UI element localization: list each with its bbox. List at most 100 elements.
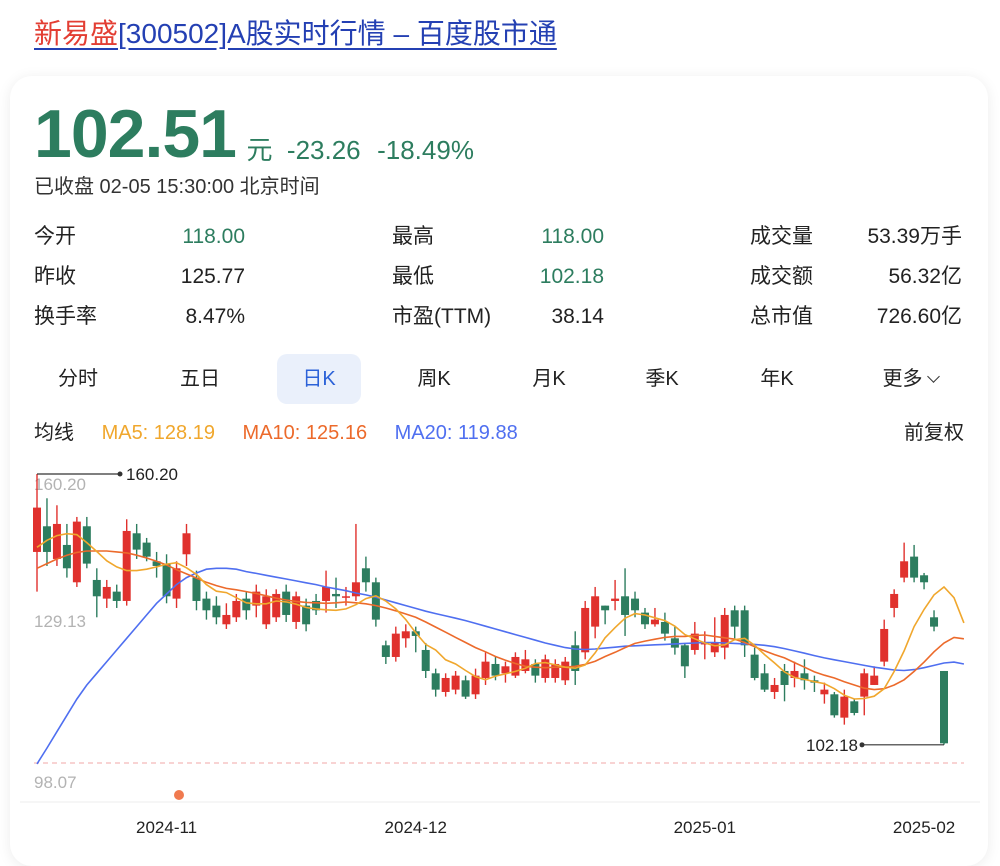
candle-body (640, 612, 649, 625)
price-adjust-toggle[interactable]: 前复权 (904, 422, 964, 444)
price-change: -23.26 (286, 135, 361, 165)
event-marker-dot[interactable] (174, 790, 184, 800)
stat-value-market-cap: 726.60亿 (876, 305, 962, 328)
tab-five-day[interactable]: 五日 (180, 368, 220, 390)
candle-body (601, 605, 610, 611)
page-title-link[interactable]: 新易盛[300502]A股实时行情 – 百度股市通 (34, 14, 557, 54)
tab-yearly-k[interactable]: 年K (760, 368, 794, 390)
candle-body (730, 610, 739, 627)
candle-body (680, 645, 689, 667)
candle-body (920, 575, 929, 583)
quote-card (10, 76, 988, 866)
tab-intraday[interactable]: 分时 (58, 368, 98, 390)
candle-body (152, 561, 161, 566)
candle-body (501, 666, 510, 674)
x-axis-label: 2024-11 (136, 818, 197, 837)
stat-value-pe-ttm: 38.14 (551, 305, 604, 328)
chevron-down-icon (926, 370, 940, 383)
stat-value-open: 118.00 (182, 225, 245, 248)
candle-body (870, 675, 879, 685)
x-axis-label: 2025-01 (674, 818, 736, 837)
title-rest: [300502]A股实时行情 – 百度股市通 (118, 18, 557, 49)
candle-body (790, 670, 799, 678)
candle-body (192, 577, 201, 601)
ma10-value: MA10: 125.16 (242, 422, 368, 444)
y-axis-label: 98.07 (34, 773, 77, 792)
tab-daily-k[interactable]: 日K (277, 354, 361, 404)
candlestick-chart[interactable]: 160.20 129.13 98.07 160.20 102.18 2024-11 2024… (0, 440, 1000, 846)
stat-value-prev-close: 125.77 (180, 265, 245, 288)
candle-body (650, 619, 659, 625)
candle-body (232, 600, 241, 618)
candle-body (252, 591, 261, 606)
candle-body (521, 659, 530, 671)
candle-body (401, 631, 410, 639)
ma5-value: MA5: 128.19 (101, 422, 215, 444)
stat-value-turnover-rate: 8.47% (185, 305, 245, 328)
candle-body (740, 610, 749, 646)
candle-body (312, 600, 321, 611)
candle-body (292, 596, 301, 622)
candle-body (840, 696, 849, 718)
candle-body (132, 533, 141, 550)
candle-body (760, 673, 769, 690)
candle-body (52, 523, 61, 559)
candle-body (122, 530, 131, 601)
candle-body (391, 633, 400, 657)
candle-body (830, 694, 839, 716)
candle-body (770, 684, 779, 692)
candle-body (451, 675, 460, 690)
min-marker-dot (859, 742, 865, 748)
candle-body (850, 701, 859, 713)
tab-more[interactable]: 更多 (860, 354, 960, 404)
candle-body (860, 673, 869, 697)
candle-body (631, 598, 640, 611)
candle-body (361, 568, 370, 583)
candle-body (660, 621, 669, 634)
candle-body (371, 582, 380, 620)
stat-label-market-cap: 总市值 (750, 305, 813, 328)
candle-body (381, 645, 390, 657)
stat-label-prev-close: 昨收 (34, 265, 76, 288)
candle-body (162, 563, 171, 597)
stat-value-high: 118.00 (541, 225, 604, 248)
candle-body (481, 661, 490, 678)
stat-label-turnover-rate: 换手率 (34, 305, 97, 328)
ma20-value: MA20: 119.88 (394, 422, 518, 444)
candle-body (42, 526, 51, 552)
title-highlight: 新易盛 (34, 18, 119, 49)
candle-body (142, 542, 151, 557)
candle-body (33, 507, 41, 552)
price-unit: 元 (246, 135, 273, 165)
tab-weekly-k[interactable]: 周K (417, 368, 451, 390)
candle-body (551, 663, 560, 678)
candle-body (581, 607, 590, 653)
candle-body (182, 533, 191, 555)
candle-body (471, 675, 480, 695)
stat-label-open: 今开 (34, 225, 76, 248)
candle-body (670, 638, 679, 648)
price-row: 102.51 元 -23.26 -18.49% (34, 96, 474, 172)
candle-body (541, 659, 550, 678)
candle-body (940, 670, 948, 744)
candle-body (172, 568, 181, 599)
min-price-label: 102.18 (806, 736, 858, 755)
candle-body (571, 645, 580, 671)
candle-body (212, 605, 221, 618)
tab-monthly-k[interactable]: 月K (532, 368, 566, 390)
candle-body (611, 598, 620, 601)
candle-body (890, 593, 899, 608)
candle-body (282, 591, 291, 615)
candle-body (441, 677, 450, 692)
tab-more-label: 更多 (882, 368, 923, 390)
price-change-percent: -18.49% (377, 135, 474, 165)
candle-body (92, 579, 101, 597)
candle-body (880, 628, 889, 662)
candle-body (222, 614, 231, 625)
candle-body (900, 561, 909, 578)
tab-quarterly-k[interactable]: 季K (645, 368, 679, 390)
stat-label-pe-ttm: 市盈(TTM) (392, 305, 492, 328)
candle-body (112, 591, 121, 601)
candle-body (351, 582, 360, 597)
candle-body (82, 526, 91, 564)
